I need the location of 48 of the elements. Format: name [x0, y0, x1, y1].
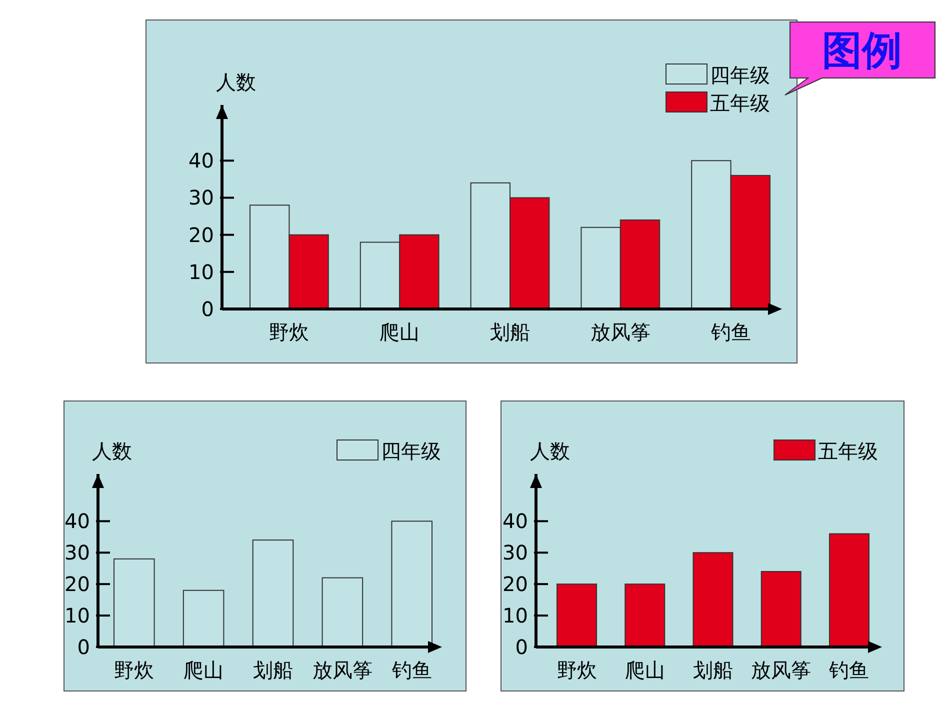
x-tick-label: 爬山 [184, 658, 224, 682]
y-axis-title: 人数 [216, 70, 256, 94]
y-tick-label: 20 [188, 222, 214, 247]
x-tick-label: 放风筝 [751, 658, 812, 682]
x-tick-label: 野炊 [556, 658, 597, 682]
y-tick-label: 0 [201, 297, 214, 321]
bar [760, 571, 802, 648]
y-tick-label: 40 [188, 148, 214, 173]
y-tick-label: 20 [502, 572, 528, 596]
x-tick-label: 钓鱼 [828, 658, 870, 682]
bar [322, 577, 364, 648]
y-axis-title: 人数 [530, 439, 570, 463]
x-tick-label: 划船 [490, 320, 530, 344]
x-tick-label: 放风筝 [590, 320, 650, 344]
bar [828, 533, 870, 648]
bar [556, 584, 598, 648]
y-axis-title: 人数 [92, 439, 132, 463]
legend-label: 四年级 [710, 63, 770, 87]
bar [252, 540, 294, 648]
legend-label: 五年级 [710, 91, 770, 115]
y-tick-label: 20 [64, 572, 90, 596]
legend-label: 五年级 [818, 439, 878, 463]
y-tick-label: 40 [64, 509, 90, 534]
x-tick-label: 放风筝 [312, 658, 372, 682]
x-tick-label: 划船 [253, 658, 293, 682]
legend-label: 四年级 [381, 439, 441, 463]
text: 图例 [822, 28, 902, 74]
x-tick-label: 划船 [693, 658, 733, 682]
x-tick-label: 爬山 [380, 320, 420, 344]
y-tick-label: 30 [64, 540, 90, 565]
x-tick-label: 野炊 [269, 320, 310, 344]
y-tick-label: 30 [188, 186, 214, 210]
y-tick-label: 40 [502, 509, 528, 534]
y-tick-label: 10 [188, 260, 214, 284]
x-tick-label: 野炊 [114, 658, 154, 682]
y-tick-label: 30 [502, 540, 528, 565]
y-tick-label: 10 [64, 604, 90, 628]
bar [391, 520, 432, 648]
bar [624, 584, 666, 648]
x-tick-label: 钓鱼 [390, 658, 432, 682]
y-tick-label: 10 [502, 604, 528, 628]
x-tick-label: 爬山 [624, 658, 665, 682]
y-tick-label: 0 [77, 635, 90, 659]
y-tick-label: 0 [515, 635, 528, 659]
bar [692, 552, 734, 648]
bar [114, 558, 155, 648]
x-tick-label: 钓鱼 [710, 320, 751, 344]
bar [182, 590, 224, 648]
